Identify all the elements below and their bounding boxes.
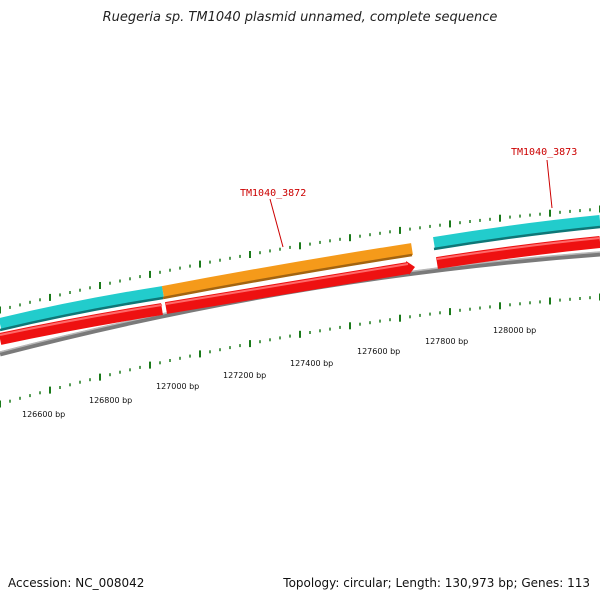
position-label-127400: 127400 bp bbox=[290, 359, 333, 368]
cyan-gene-left[interactable] bbox=[0, 286, 164, 330]
position-label-128000: 128000 bp bbox=[493, 326, 536, 335]
position-label-126600: 126600 bp bbox=[22, 410, 65, 419]
topology-label: Topology: circular; Length: 130,973 bp; … bbox=[283, 576, 590, 590]
leader-line-3873 bbox=[546, 159, 553, 209]
tick-marks-lower bbox=[0, 293, 600, 408]
leader-line-3872 bbox=[269, 198, 284, 248]
tick-marks-upper bbox=[0, 205, 600, 314]
accession-label: Accession: NC_008042 bbox=[8, 576, 145, 590]
red-gene-middle[interactable] bbox=[164, 262, 409, 314]
position-label-127000: 127000 bp bbox=[156, 382, 199, 391]
cyan-gene-right[interactable] bbox=[433, 215, 600, 249]
orange-gene-tm1040-3872[interactable] bbox=[161, 243, 413, 298]
position-label-127800: 127800 bp bbox=[425, 337, 468, 346]
position-label-127600: 127600 bp bbox=[357, 347, 400, 356]
position-label-126800: 126800 bp bbox=[89, 396, 132, 405]
gene-label-tm1040-3872[interactable]: TM1040_3872 bbox=[240, 188, 306, 199]
red-gene-left[interactable] bbox=[0, 303, 163, 345]
red-gene-right[interactable] bbox=[436, 236, 600, 269]
position-label-127200: 127200 bp bbox=[223, 371, 266, 380]
gene-label-tm1040-3873[interactable]: TM1040_3873 bbox=[511, 147, 577, 158]
map-title: Ruegeria sp. TM1040 plasmid unnamed, com… bbox=[102, 10, 498, 25]
